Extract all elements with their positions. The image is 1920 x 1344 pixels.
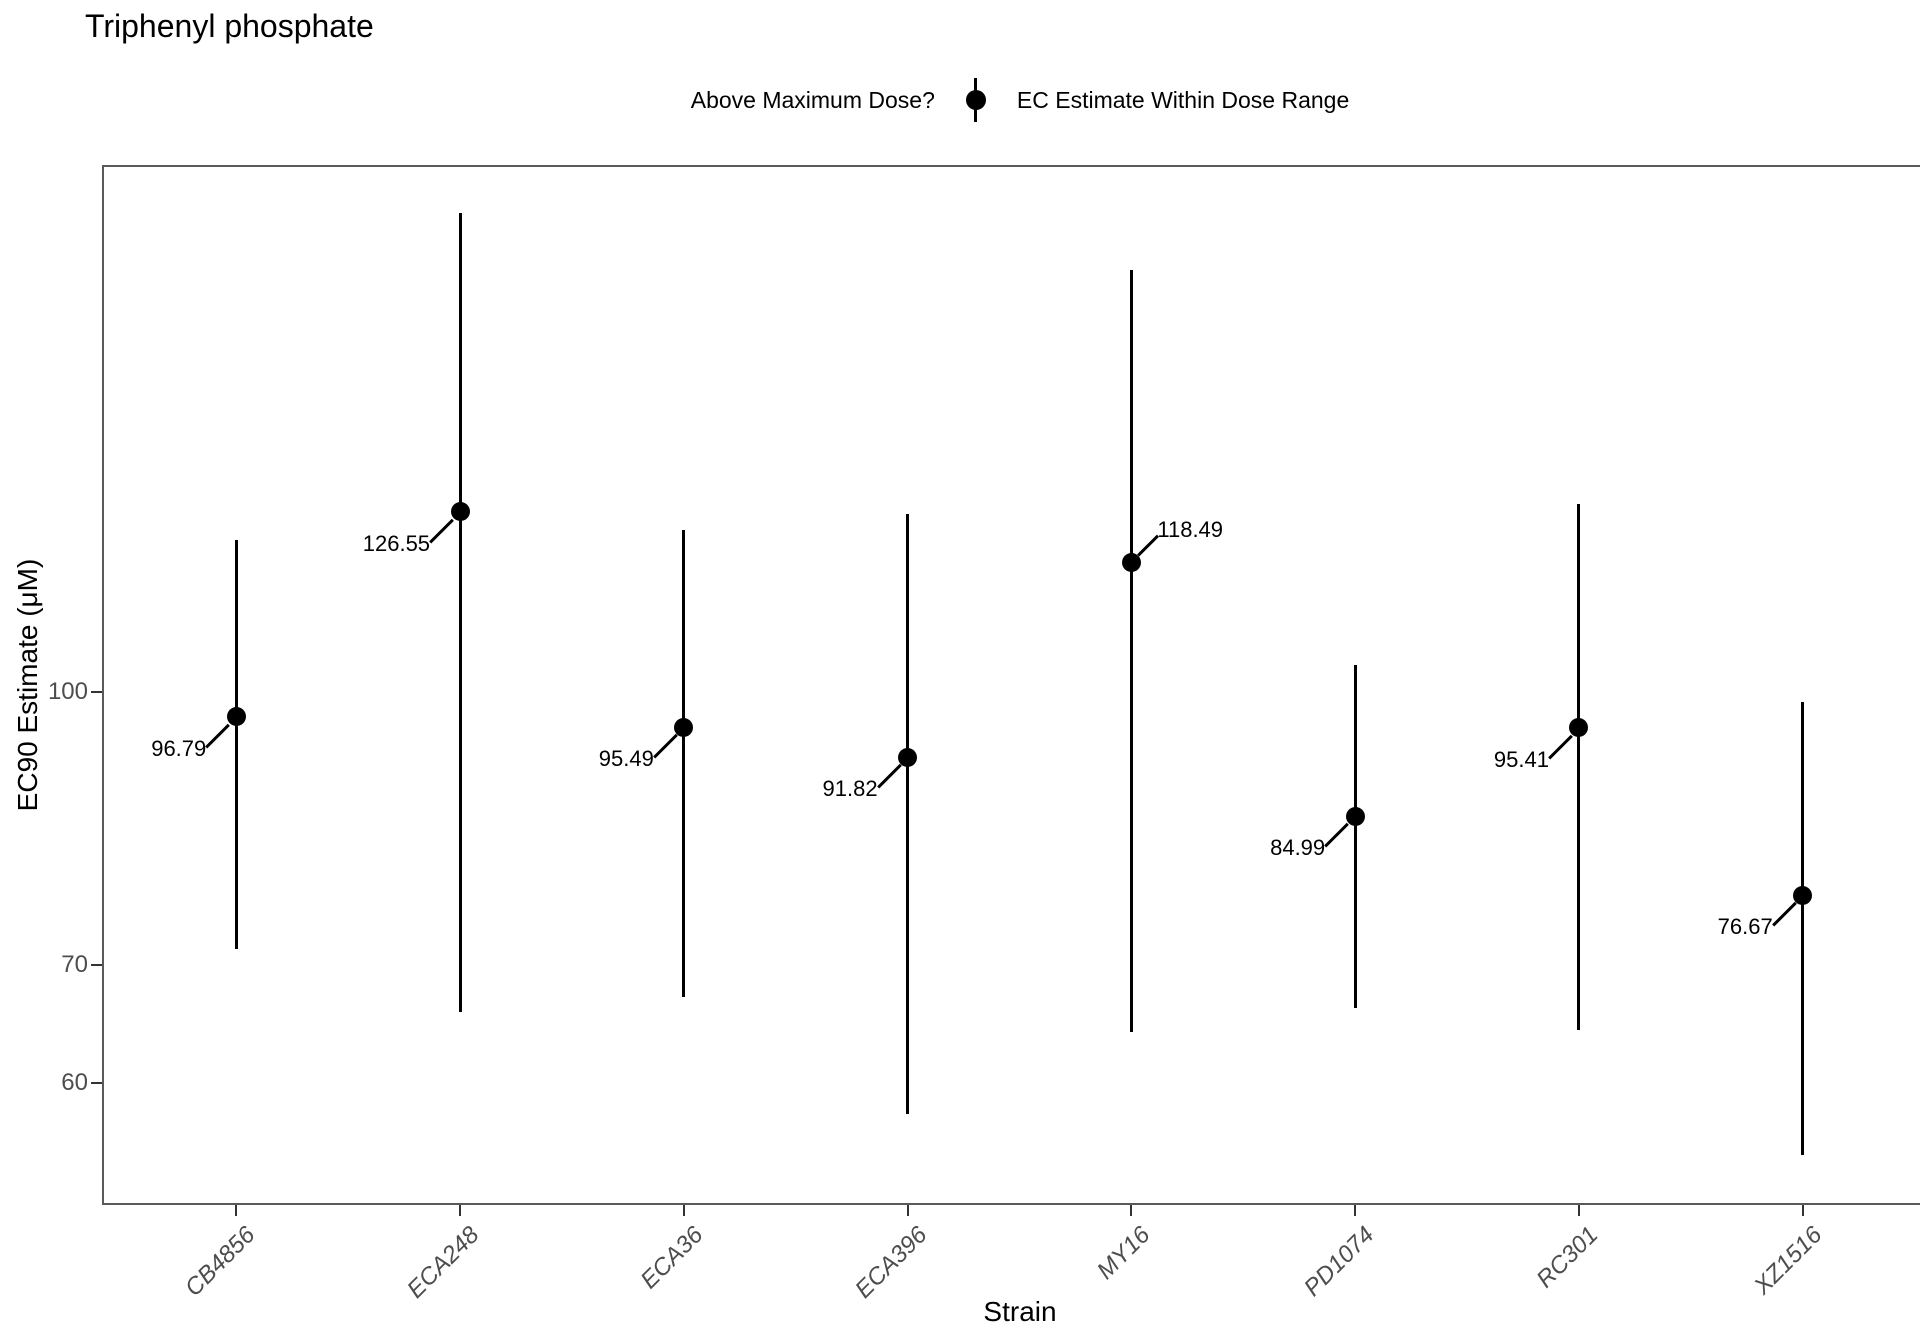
data-point — [1569, 718, 1589, 738]
point-label: 95.49 — [598, 746, 654, 772]
x-tick — [459, 1205, 462, 1216]
x-tick — [235, 1205, 238, 1216]
point-label: 126.55 — [362, 530, 431, 556]
point-label: 84.99 — [1270, 835, 1326, 861]
data-point — [1345, 806, 1365, 826]
point-label: 96.79 — [151, 735, 207, 761]
y-tick-label: 60 — [61, 1069, 88, 1096]
legend: Above Maximum Dose? EC Estimate Within D… — [102, 72, 1920, 128]
chart-title: Triphenyl phosphate — [85, 8, 374, 44]
data-point — [674, 717, 694, 737]
legend-item-label: EC Estimate Within Dose Range — [1016, 86, 1350, 113]
plot-panel — [102, 165, 1920, 1205]
point-label: 91.82 — [822, 776, 878, 802]
error-bar — [1577, 503, 1581, 1031]
point-label: 76.67 — [1717, 914, 1773, 940]
x-tick-label: RC301 — [1531, 1221, 1604, 1294]
error-bar — [234, 539, 238, 949]
y-tick-label: 100 — [47, 678, 88, 705]
data-point — [898, 747, 918, 767]
error-bar — [458, 213, 462, 1013]
error-bar — [1353, 664, 1357, 1008]
y-tick — [91, 1082, 102, 1084]
point-label: 118.49 — [1157, 517, 1224, 543]
error-bar — [682, 529, 686, 998]
x-tick-label: CB4856 — [180, 1221, 261, 1302]
legend-title: Above Maximum Dose? — [690, 86, 935, 113]
data-point — [226, 707, 246, 727]
x-tick-label: PD1074 — [1299, 1221, 1380, 1302]
pointrange-icon — [965, 74, 987, 126]
x-tick-label: ECA36 — [635, 1221, 709, 1295]
error-bar — [906, 513, 910, 1115]
x-tick — [1801, 1205, 1804, 1216]
data-point — [450, 502, 470, 522]
x-tick-label: ECA396 — [849, 1221, 932, 1304]
x-tick — [1130, 1205, 1133, 1216]
y-tick-label: 70 — [61, 951, 88, 978]
x-tick — [906, 1205, 909, 1216]
data-point — [1121, 552, 1141, 572]
data-point — [1793, 885, 1813, 905]
x-axis-title: Strain — [983, 1296, 1057, 1327]
point-label: 95.41 — [1493, 746, 1549, 772]
x-tick — [1354, 1205, 1357, 1216]
y-tick — [91, 691, 102, 693]
y-tick — [91, 964, 102, 966]
x-tick — [682, 1205, 685, 1216]
error-bar — [1129, 269, 1133, 1033]
x-tick-label: ECA248 — [402, 1221, 485, 1304]
legend-key-dot — [965, 90, 986, 110]
x-tick-label: XZ1516 — [1748, 1221, 1828, 1300]
x-tick — [1577, 1205, 1580, 1216]
error-bar — [1801, 702, 1805, 1156]
